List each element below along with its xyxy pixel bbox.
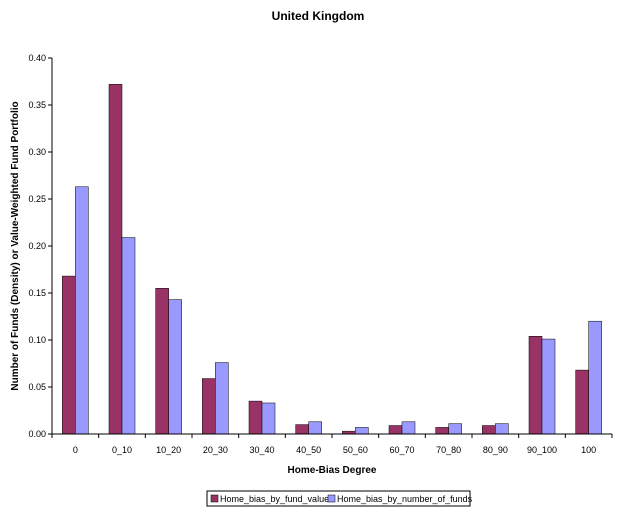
x-tick-label: 50_60 [343,445,368,455]
x-tick-label: 100 [581,445,596,455]
bar-number-of-funds [541,338,556,435]
legend: Home_bias_by_fund_value Home_bias_by_num… [206,490,473,507]
x-tick-label: 30_40 [249,445,274,455]
x-axis-label: Home-Bias Degree [288,465,377,476]
bar-fund-value [155,288,169,435]
x-tick-label: 70_80 [436,445,461,455]
bar-fund-value [388,425,403,435]
y-axis-ticks: 0.00 0.05 0.10 0.15 0.20 0.25 0.30 0.35 0.40 [28,53,52,439]
bar-number-of-funds [308,421,322,435]
bar-number-of-funds [215,362,229,435]
legend-box [206,490,471,507]
x-tick-label: 0 [73,445,78,455]
bar-fund-value [248,400,263,435]
x-tick-label: 80_90 [483,445,508,455]
y-tick-label: 0.20 [28,241,46,251]
bar-fund-value [435,427,449,435]
bar-number-of-funds [168,299,182,435]
y-tick-label: 0.25 [28,194,46,204]
legend-label-fund-value: Home_bias_by_fund_value [220,494,329,504]
x-tick-label: 40_50 [296,445,321,455]
bar-fund-value [62,275,76,435]
y-tick-label: 0.10 [28,335,46,345]
bar-number-of-funds [355,427,369,435]
legend-swatch-fund-value [210,494,219,503]
bar-fund-value [202,378,216,435]
bar-fund-value [108,84,123,435]
y-axis-label: Number of Funds (Density) or Value-Weigh… [10,101,21,390]
x-tick-label: 20_30 [203,445,228,455]
y-tick-label: 0.35 [28,100,46,110]
x-tick-label: 0_10 [112,445,132,455]
bar-fund-value [528,335,543,435]
bar-number-of-funds [401,421,416,435]
bar-number-of-funds [261,402,276,435]
legend-label-number-of-funds: Home_bias_by_number_of_funds [337,494,473,504]
y-tick-label: 0.30 [28,147,46,157]
chart-title: United Kingdom [272,9,365,23]
y-tick-label: 0.40 [28,53,46,63]
plot-area [62,84,602,435]
bar-number-of-funds [75,186,89,435]
bar-number-of-funds [495,423,509,435]
x-axis-ticks: 0 0_10 10_20 20_30 30_40 40_50 50_60 60_70 70_80… [51,434,613,455]
x-tick-label: 10_20 [156,445,181,455]
x-tick-label: 60_70 [389,445,414,455]
bar-fund-value [575,369,589,435]
bar-fund-value [482,425,496,435]
y-tick-label: 0.05 [28,382,46,392]
x-tick-label: 90_100 [527,445,557,455]
y-tick-label: 0.15 [28,288,46,298]
bar-number-of-funds [588,320,602,435]
y-tick-label: 0.00 [28,429,46,439]
legend-swatch-number-of-funds [327,494,336,503]
bar-number-of-funds [121,237,136,435]
bar-number-of-funds [448,423,462,435]
bar-fund-value [295,424,309,435]
